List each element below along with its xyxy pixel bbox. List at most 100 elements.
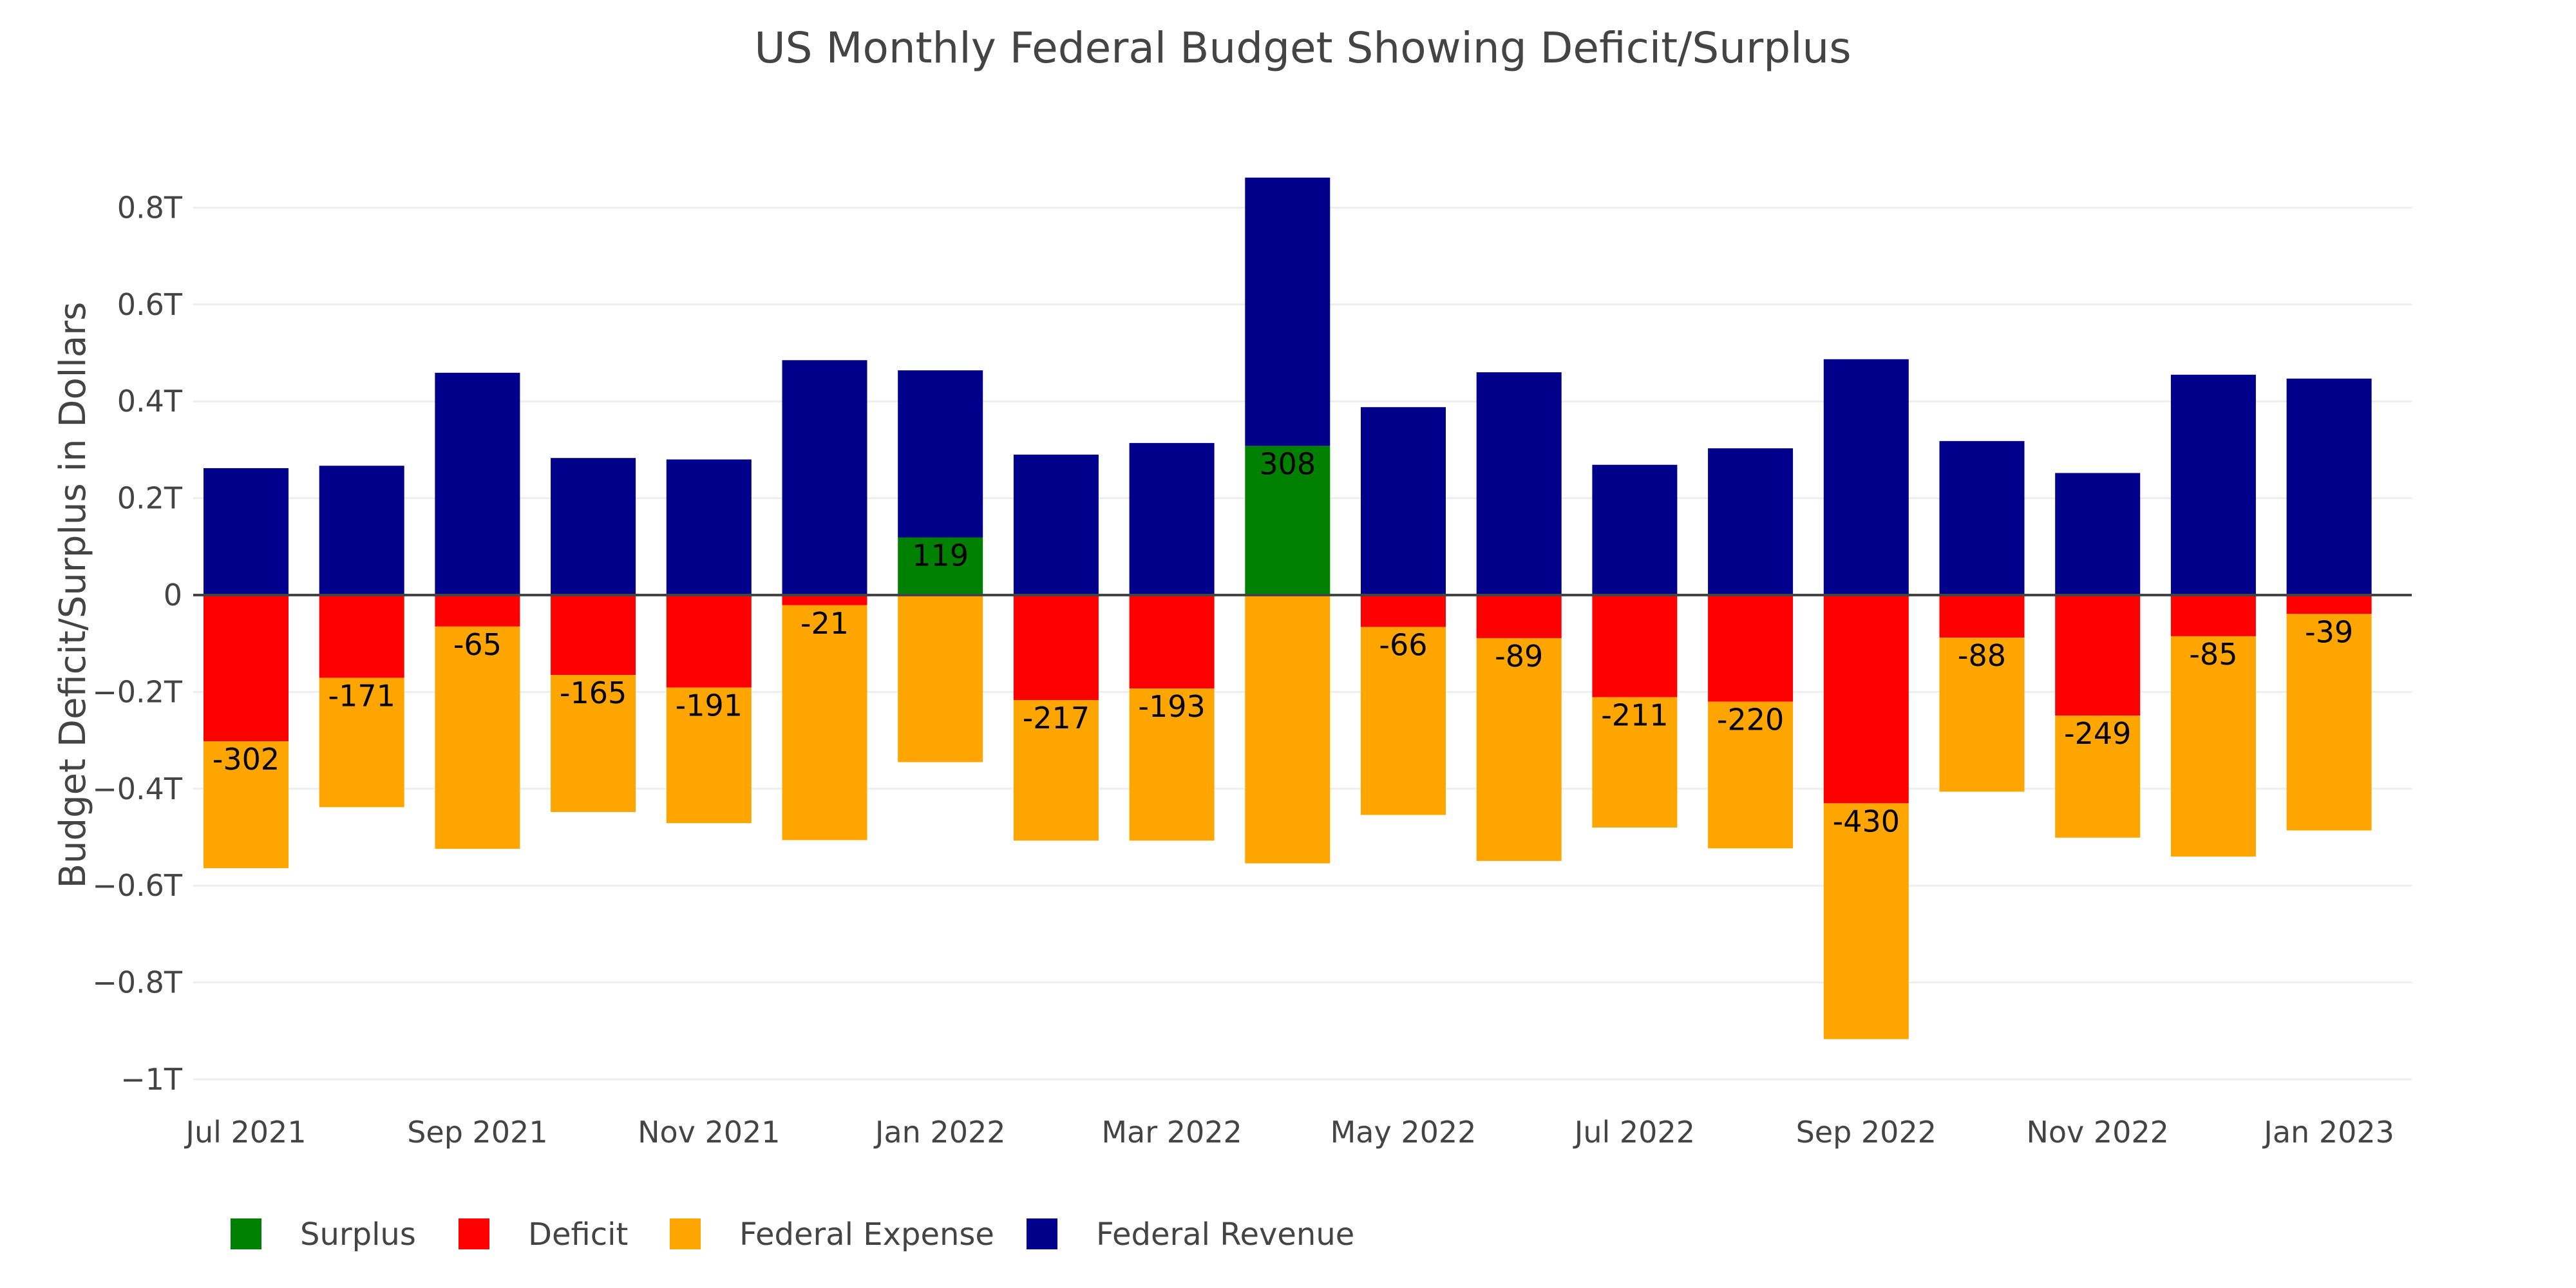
- deficit-bar: [1592, 595, 1678, 697]
- expense-bar: [1823, 803, 1909, 1039]
- revenue-bar: [319, 466, 404, 595]
- deficit-bar: [1708, 595, 1794, 702]
- expense-bar: [1361, 627, 1446, 815]
- bar-data-label: -430: [1833, 804, 1900, 838]
- expense-bar: [1476, 638, 1562, 861]
- legend-label: Deficit: [528, 1217, 628, 1253]
- revenue-bar: [2170, 374, 2256, 595]
- x-tick-label: Jul 2021: [184, 1115, 306, 1150]
- y-axis-ticks: 0.8T 0.6T 0.4T 0.2T 0 −0.2T −0.4T −0.6T −0.8T −1T: [92, 190, 183, 1097]
- legend-label: Surplus: [300, 1217, 416, 1253]
- legend-swatch: [670, 1218, 701, 1249]
- x-axis-ticks: Jul 2021 Sep 2021 Nov 2021 Jan 2022 Mar 2022…: [184, 1115, 2394, 1150]
- y-tick-label: 0: [164, 578, 182, 612]
- y-tick-label: 0.6T: [117, 287, 183, 322]
- bar-data-label: -65: [453, 627, 502, 662]
- revenue-bar: [666, 459, 752, 595]
- deficit-bar: [2286, 595, 2372, 614]
- expense-bar: [2286, 614, 2372, 831]
- x-tick-label: Jan 2022: [873, 1115, 1006, 1150]
- deficit-bar: [666, 595, 752, 688]
- x-tick-label: Jul 2022: [1573, 1115, 1695, 1150]
- deficit-bar: [551, 595, 636, 676]
- legend-item: Deficit: [459, 1217, 628, 1253]
- bar-data-label: 119: [912, 538, 969, 573]
- y-tick-label: 0.8T: [117, 190, 183, 225]
- bar-data-label: -217: [1023, 701, 1090, 735]
- x-tick-label: Sep 2021: [407, 1115, 547, 1150]
- expense-bar: [1708, 701, 1794, 849]
- deficit-bar: [1939, 595, 2025, 638]
- x-tick-label: Sep 2022: [1796, 1115, 1937, 1150]
- deficit-bar: [1823, 595, 1909, 804]
- revenue-bar: [1129, 442, 1215, 595]
- revenue-bar: [435, 372, 520, 595]
- x-tick-label: Nov 2022: [2026, 1115, 2168, 1150]
- deficit-bar: [2170, 595, 2256, 636]
- chart-title: US Monthly Federal Budget Showing Defici…: [754, 23, 1851, 73]
- revenue-bar: [204, 468, 289, 595]
- bar-data-label: -88: [1958, 638, 2006, 673]
- legend-item: Federal Revenue: [1027, 1217, 1354, 1253]
- deficit-bar: [1476, 595, 1562, 638]
- legend-swatch: [231, 1218, 261, 1249]
- legend-swatch: [459, 1218, 489, 1249]
- bar-data-label: -89: [1495, 639, 1543, 674]
- legend-swatch: [1027, 1218, 1057, 1249]
- expense-bar: [1013, 700, 1099, 841]
- y-tick-label: −0.2T: [92, 674, 183, 709]
- x-tick-label: Mar 2022: [1101, 1115, 1242, 1150]
- legend: Surplus Deficit Federal Expense Federal Rev…: [231, 1217, 1354, 1253]
- revenue-bar: [1245, 177, 1331, 446]
- expense-bar: [2055, 715, 2141, 838]
- y-tick-label: 0.4T: [117, 384, 183, 419]
- bar-data-label: 308: [1259, 446, 1316, 481]
- deficit-bar: [2055, 595, 2141, 716]
- bar-data-label: -21: [800, 606, 849, 641]
- bar-data-label: -249: [2064, 716, 2131, 751]
- y-tick-label: 0.2T: [117, 481, 183, 516]
- expense-bar: [2170, 636, 2256, 857]
- y-tick-label: −0.4T: [92, 772, 183, 806]
- x-tick-label: May 2022: [1331, 1115, 1477, 1150]
- deficit-bar: [1013, 595, 1099, 701]
- deficit-bar: [319, 595, 404, 678]
- revenue-bar: [1013, 454, 1099, 595]
- bar-data-label: -85: [2189, 637, 2237, 672]
- revenue-bar: [1361, 407, 1446, 595]
- y-tick-label: −0.6T: [92, 868, 183, 903]
- expense-bar: [435, 626, 520, 849]
- expense-bar: [898, 595, 983, 762]
- deficit-bar: [782, 595, 867, 605]
- data-labels: -302 -171 -65 -165 -191 -21 119 -217 -193 308 -66 -…: [213, 446, 2353, 838]
- bar-data-label: -39: [2305, 614, 2353, 649]
- expense-bar: [551, 675, 636, 812]
- x-tick-label: Nov 2021: [638, 1115, 780, 1150]
- expense-bar: [319, 677, 404, 808]
- bar-data-label: -220: [1717, 702, 1784, 737]
- bar-data-label: -193: [1138, 689, 1205, 724]
- x-tick-label: Jan 2023: [2262, 1115, 2394, 1150]
- surplus-bar: [1245, 446, 1331, 595]
- deficit-bar: [204, 595, 289, 742]
- y-tick-label: −1T: [120, 1062, 183, 1097]
- expense-bar: [204, 741, 289, 869]
- y-tick-label: −0.8T: [92, 965, 183, 1000]
- expense-bar: [1939, 638, 2025, 792]
- revenue-bar: [2055, 473, 2141, 595]
- deficit-bar: [1361, 595, 1446, 627]
- revenue-bar: [551, 458, 636, 595]
- revenue-bar: [898, 370, 983, 538]
- bar-data-label: -66: [1379, 628, 1427, 663]
- deficit-bar: [435, 595, 520, 627]
- revenue-bar: [2286, 378, 2372, 595]
- legend-label: Federal Expense: [739, 1217, 994, 1253]
- expense-bar: [1592, 697, 1678, 828]
- expense-bar: [1245, 595, 1331, 864]
- bar-data-label: -302: [213, 742, 279, 777]
- legend-item: Surplus: [231, 1217, 416, 1253]
- deficit-bar: [1129, 595, 1215, 689]
- bars: [204, 177, 2372, 1039]
- revenue-bar: [1939, 440, 2025, 595]
